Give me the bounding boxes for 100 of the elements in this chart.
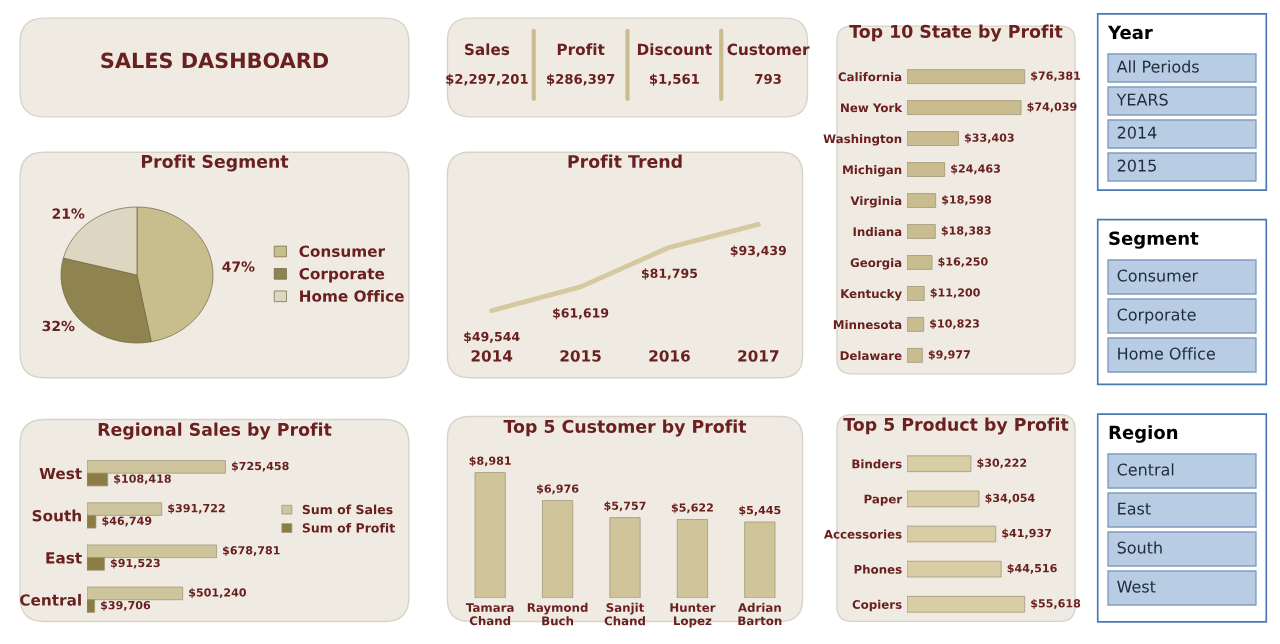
x-tick-label: Tamara Chand (465, 603, 514, 626)
y-tick-label: South (32, 509, 81, 522)
data-label: $8,981 (469, 456, 511, 467)
data-label: $678,781 (222, 545, 280, 556)
category-label: Discount (637, 43, 712, 56)
chart-title: Top 5 Product by Profit (843, 417, 1069, 435)
y-tick-label: Michigan (843, 165, 902, 177)
bar (907, 560, 1002, 578)
data-label: $18,598 (942, 195, 992, 206)
bar (907, 525, 997, 543)
bar (676, 519, 708, 598)
x-tick-label: 2015 (560, 350, 601, 362)
x-tick-label: Raymond Buch (527, 602, 588, 626)
data-label: $74,039 (1027, 102, 1077, 113)
text: Home Office (1118, 347, 1215, 360)
x-tick-label: Adrian Barton (737, 602, 782, 626)
data-label: $18,383 (941, 226, 991, 237)
text: East (1118, 502, 1151, 515)
data-label: $41,937 (1002, 528, 1052, 539)
bar (907, 224, 936, 239)
text: Consumer (1117, 269, 1199, 282)
x-tick-label: 2017 (738, 350, 779, 362)
text: 2014 (1117, 126, 1157, 139)
text: YEARS (1116, 93, 1168, 106)
text: 2015 (1117, 159, 1156, 172)
data-label: $34,054 (985, 493, 1035, 504)
y-tick-label: Central (20, 593, 81, 606)
data-label: $9,977 (928, 350, 970, 361)
data-label: 793 (755, 73, 781, 84)
bar (744, 521, 776, 598)
y-tick-label: East (46, 552, 82, 564)
category-label: Customer (727, 43, 810, 56)
y-tick-label: California (838, 72, 902, 82)
chart-title: Profit Segment (141, 154, 289, 172)
bar (907, 317, 925, 332)
bar (907, 490, 980, 508)
text: Segment (1109, 231, 1199, 249)
text: South (1117, 541, 1162, 554)
y-tick-label: Minnesota (833, 319, 902, 330)
bar (907, 69, 1026, 84)
text: Year (1107, 25, 1153, 40)
bar (907, 193, 937, 208)
bar (542, 500, 574, 598)
bar (907, 131, 959, 146)
text: Region (1109, 425, 1178, 443)
data-label: $91,523 (110, 558, 160, 569)
data-label: $76,381 (1031, 71, 1081, 82)
x-tick-label: 2016 (649, 350, 690, 362)
y-tick-label: Washington (823, 134, 902, 146)
data-label: $286,397 (547, 73, 615, 86)
data-label: $93,439 (730, 245, 786, 257)
data-label: $44,516 (1007, 563, 1057, 574)
legend-label: Sum of Profit (302, 522, 395, 533)
category-label: Profit (557, 43, 605, 56)
data-label: $5,445 (739, 505, 781, 516)
x-tick-label: 2014 (471, 350, 513, 362)
bar (609, 517, 641, 598)
data-label: $10,823 (930, 319, 979, 330)
y-tick-label: Paper (864, 494, 903, 506)
bar (907, 255, 933, 270)
data-label: $2,297,201 (446, 73, 528, 86)
y-tick-label: Delaware (840, 350, 902, 361)
data-label: $55,618 (1031, 598, 1081, 609)
data-label: $5,757 (604, 501, 646, 512)
bar (907, 348, 923, 363)
bar (907, 596, 1026, 613)
data-label: $46,749 (102, 516, 152, 527)
chart-title: Profit Trend (568, 154, 682, 169)
bar (907, 455, 972, 472)
y-tick-label: Virginia (850, 196, 902, 208)
y-tick-label: West (39, 467, 82, 480)
chart-title: Regional Sales by Profit (98, 422, 332, 440)
data-label: $49,544 (464, 331, 520, 343)
data-label: $725,458 (231, 461, 289, 472)
text: All Periods (1116, 60, 1199, 73)
category-label: Sales (464, 43, 510, 56)
y-tick-label: Copiers (852, 599, 902, 612)
bar (474, 472, 506, 598)
bar (907, 286, 925, 301)
data-label: $11,200 (930, 288, 980, 299)
data-label: $39,706 (101, 600, 151, 611)
x-tick-label: Hunter Lopez (670, 603, 716, 628)
legend-label: Sum of Sales (302, 504, 393, 515)
y-tick-label: Phones (854, 564, 902, 574)
y-tick-label: Georgia (850, 257, 902, 270)
y-tick-label: Binders (852, 459, 902, 469)
legend-label: Home Office (300, 290, 404, 302)
data-label: $16,250 (938, 257, 988, 268)
x-tick-label: Sanjit Chand (604, 602, 645, 626)
y-tick-label: Accessories (823, 529, 902, 539)
y-tick-label: New York (841, 103, 903, 113)
data-label: $81,795 (641, 268, 698, 280)
y-tick-label: Indiana (853, 227, 902, 237)
data-label: $6,976 (537, 484, 579, 495)
data-label: 47% (222, 261, 255, 272)
data-label: $30,222 (977, 458, 1027, 469)
data-label: $33,403 (964, 133, 1014, 144)
text: West (1117, 580, 1156, 593)
data-label: 32% (42, 320, 75, 332)
bar (907, 162, 946, 177)
